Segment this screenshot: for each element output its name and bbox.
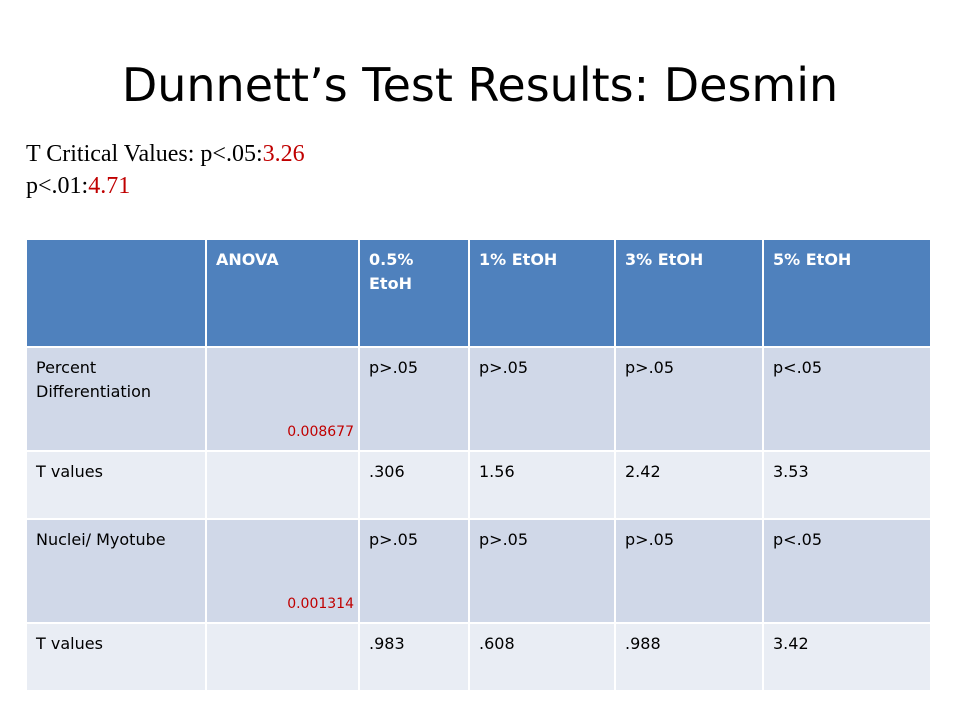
table-row: T values .306 1.56 2.42 3.53 [25, 450, 932, 520]
table-cell: p>.05 [358, 518, 470, 624]
critical-label-05: T Critical Values: p<.05: [26, 141, 263, 167]
results-table: ANOVA 0.5% EtoH 1% EtOH 3% EtOH 5% EtOH … [25, 238, 932, 692]
anova-cell: 0.008677 [205, 346, 360, 452]
anova-cell [205, 450, 360, 520]
table-cell: .306 [358, 450, 470, 520]
anova-value: 0.008677 [287, 424, 354, 440]
row-label: Percent Differentiation [25, 346, 207, 452]
critical-values: T Critical Values: p<.05:3.26 p<.01:4.71 [26, 138, 305, 202]
critical-line-05: T Critical Values: p<.05:3.26 [26, 138, 305, 170]
header-cell-1-etoh: 1% EtOH [468, 238, 616, 348]
anova-cell [205, 622, 360, 692]
table-cell: p>.05 [468, 346, 616, 452]
critical-line-01: p<.01:4.71 [26, 170, 305, 202]
table-cell-significant: 3.53 [762, 450, 932, 520]
table-cell: .608 [468, 622, 616, 692]
table-cell: .988 [614, 622, 764, 692]
table-cell: p>.05 [468, 518, 616, 624]
table-row: Nuclei/ Myotube 0.001314 p>.05 p>.05 p>.… [25, 518, 932, 624]
header-cell-0-5-etoh: 0.5% EtoH [358, 238, 470, 348]
row-label: Nuclei/ Myotube [25, 518, 207, 624]
table-cell: 1.56 [468, 450, 616, 520]
table-cell: p>.05 [614, 346, 764, 452]
table-cell-significant: p<.05 [762, 346, 932, 452]
header-cell-anova: ANOVA [205, 238, 360, 348]
header-cell-empty [25, 238, 207, 348]
critical-label-01: p<.01: [26, 173, 89, 199]
table-row: T values .983 .608 .988 3.42 [25, 622, 932, 692]
critical-value-01: 4.71 [88, 173, 131, 199]
table-cell: p>.05 [614, 518, 764, 624]
table-cell: p>.05 [358, 346, 470, 452]
slide-title: Dunnett’s Test Results: Desmin [121, 58, 839, 112]
header-cell-3-etoh: 3% EtOH [614, 238, 764, 348]
critical-value-05: 3.26 [262, 141, 305, 167]
table-cell-significant: p<.05 [762, 518, 932, 624]
table-cell-significant: 3.42 [762, 622, 932, 692]
row-label: T values [25, 450, 207, 520]
anova-cell: 0.001314 [205, 518, 360, 624]
header-cell-5-etoh: 5% EtOH [762, 238, 932, 348]
table-cell: .983 [358, 622, 470, 692]
table-row: Percent Differentiation 0.008677 p>.05 p… [25, 346, 932, 452]
table-header-row: ANOVA 0.5% EtoH 1% EtOH 3% EtOH 5% EtOH [25, 238, 932, 348]
row-label: T values [25, 622, 207, 692]
table-cell: 2.42 [614, 450, 764, 520]
anova-value: 0.001314 [287, 596, 354, 612]
